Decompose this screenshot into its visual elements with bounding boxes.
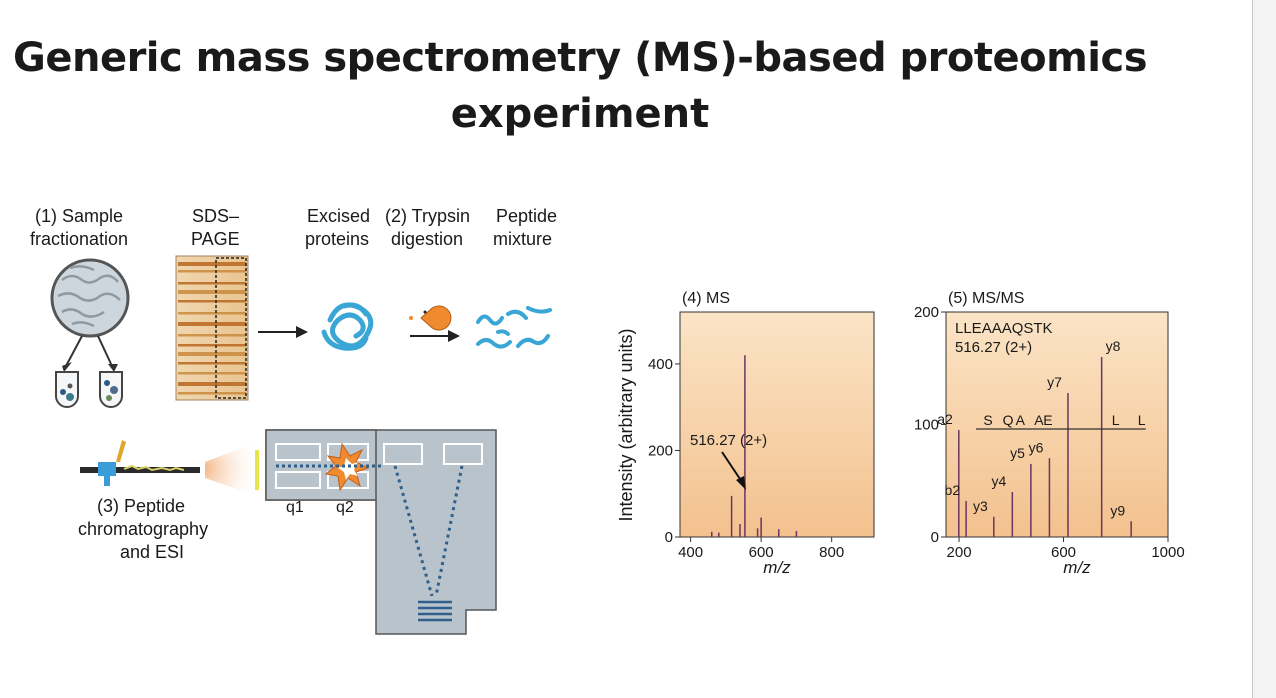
excised-protein-icon [321, 302, 374, 351]
sequence-letter: A [1016, 412, 1026, 428]
sequence-letter: Q [1003, 412, 1014, 428]
gel-band [178, 262, 246, 266]
title-line-2: experiment [450, 91, 710, 137]
title-line-1: Generic mass spectrometry (MS)-based pro… [13, 35, 1148, 81]
sequence-letter: E [1043, 412, 1052, 428]
y-tick-label: 100 [914, 417, 939, 434]
arrow-head-1 [296, 326, 308, 338]
msms-peak-label-y7: y7 [1047, 374, 1062, 390]
gel-band [178, 300, 246, 303]
gel-band [178, 322, 246, 326]
sequence-letter: S [983, 412, 992, 428]
sds-label-line2: PAGE [191, 229, 240, 249]
y-tick-label: 0 [931, 529, 939, 546]
msms-plot-area [945, 311, 1169, 538]
msms-axis: 200 600 1000 0 100 200 [914, 304, 1185, 561]
y-tick-label: 400 [648, 356, 673, 373]
ms-annotation: 516.27 (2+) [690, 432, 767, 449]
ms-axis: 400 600 800 0 200 400 [648, 356, 844, 561]
x-tick-label: 600 [749, 544, 774, 561]
workflow-labels: (1) Sample fractionation SDS– PAGE Excis… [30, 206, 557, 249]
msms-chart: (5) MS/MS LLEAAAQSTK 516.27 (2+) 200 600 1… [914, 290, 1185, 577]
chromatography-esi-icon [80, 440, 262, 498]
step3-label-line1: (3) Peptide [97, 496, 185, 516]
ms-chart-title: (4) MS [682, 290, 730, 307]
peptide-label-line2: mixture [493, 229, 552, 249]
step1-label-line2: fractionation [30, 229, 128, 249]
y-axis-label: Intensity (arbitrary units) [616, 328, 636, 521]
sequence-letter: A [1034, 412, 1044, 428]
x-tick-label: 200 [947, 544, 972, 561]
y-tick-label: 200 [914, 304, 939, 321]
y-tick-label: 200 [648, 442, 673, 459]
peptide-mixture-icon [476, 306, 552, 349]
msms-peak-label-y4: y4 [992, 473, 1007, 489]
step3-label-line3: and ESI [120, 542, 184, 562]
trypsin-label-line1: (2) Trypsin [385, 206, 470, 226]
msms-x-axis-label: m/z [1063, 558, 1091, 577]
step3-label-line2: chromatography [78, 519, 208, 539]
proteomics-figure: (1) Sample fractionation SDS– PAGE Excis… [30, 206, 1185, 635]
gel-band [178, 372, 246, 375]
gel-band [178, 392, 246, 395]
x-tick-label: 400 [678, 544, 703, 561]
ms-peaks [710, 355, 798, 537]
slide-title: Generic mass spectrometry (MS)-based pro… [0, 30, 1160, 142]
msms-peak-label-y8: y8 [1106, 338, 1121, 354]
sequence-letter: L [1112, 412, 1120, 428]
msms-peak-label-b2: b2 [945, 482, 961, 498]
msms-precursor: 516.27 (2+) [955, 339, 1032, 356]
x-tick-label: 1000 [1151, 544, 1184, 561]
gel-band [178, 344, 246, 347]
peptide-label-line1: Peptide [496, 206, 557, 226]
excised-label-line1: Excised [307, 206, 370, 226]
step1-label-line1: (1) Sample [35, 206, 123, 226]
gel-band [178, 312, 246, 315]
gel-band [178, 334, 246, 337]
arrow-head-2 [448, 330, 460, 342]
gel-band [178, 362, 246, 365]
ms-plot-area [679, 311, 875, 538]
ms-chart: (4) MS 400 600 800 0 200 400 516.27 (2+) m/z [648, 290, 875, 577]
gel-band [178, 282, 246, 285]
trypsin-label-line2: digestion [391, 229, 463, 249]
trypsin-icon [409, 305, 452, 331]
msms-peak-label-a2: a2 [937, 411, 953, 427]
q2-label: q2 [336, 499, 354, 516]
msms-peak-label-y5: y5 [1010, 445, 1025, 461]
sample-fractionation-icon [50, 258, 130, 408]
gel-band [178, 290, 246, 294]
y-tick-label: 0 [665, 529, 673, 546]
msms-peak-label-y9: y9 [1110, 502, 1125, 518]
sequence-letter: L [1138, 412, 1146, 428]
sds-page-gel [175, 255, 249, 401]
step3-label: (3) Peptide chromatography and ESI [78, 496, 208, 562]
msms-peak-label-y6: y6 [1029, 439, 1044, 455]
q1-label: q1 [286, 499, 304, 516]
ms-annotation-arrow-head [736, 476, 746, 490]
x-tick-label: 600 [1051, 544, 1076, 561]
msms-peptide-sequence: LLEAAAQSTK [955, 320, 1053, 337]
msms-peak-label-y3: y3 [973, 498, 988, 514]
sds-label-line1: SDS– [192, 206, 239, 226]
scrollbar[interactable] [1253, 0, 1276, 698]
mass-spectrometer-icon [265, 429, 497, 635]
ms-annotation-arrow [721, 451, 743, 483]
gel-band [178, 352, 246, 356]
x-tick-label: 800 [819, 544, 844, 561]
msms-chart-title: (5) MS/MS [948, 290, 1024, 307]
gel-band [178, 270, 246, 273]
excised-label-line2: proteins [305, 229, 369, 249]
gel-band [178, 382, 246, 386]
ms-x-axis-label: m/z [763, 558, 791, 577]
